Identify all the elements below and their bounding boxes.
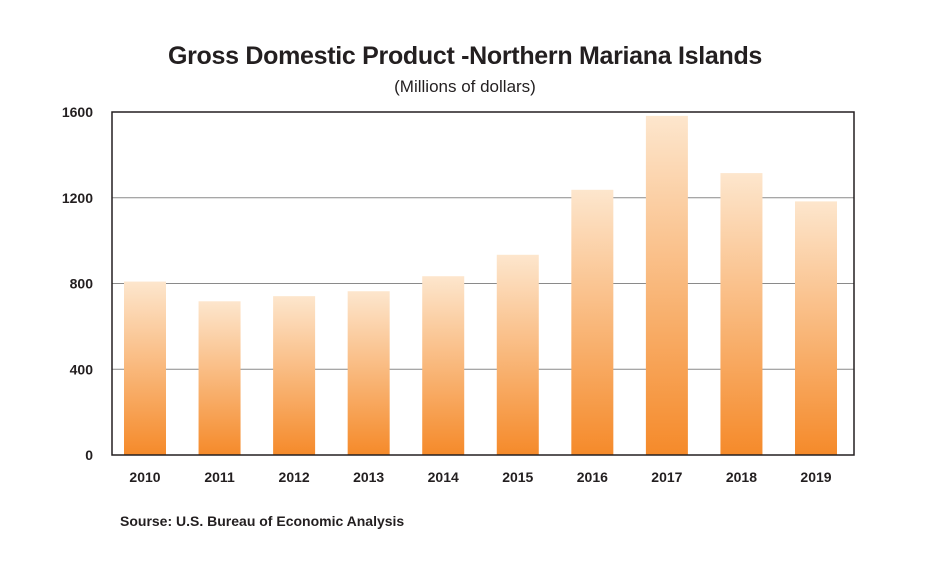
bar-2019 [795,201,837,455]
y-tick-label: 400 [70,361,94,377]
x-tick-label: 2018 [726,469,757,485]
bar-2017 [645,115,688,455]
x-axis-ticks: 2010 2011 2012 2013 2014 2015 2016 2017 2018 2019 [129,469,831,485]
x-tick-label: 2010 [129,469,160,485]
plot-frame [111,111,855,456]
x-tick-label: 2017 [651,469,682,485]
x-tick-label: 2014 [428,469,459,485]
y-tick-label: 1600 [62,104,93,120]
bar-2010 [124,281,166,455]
bar-2014 [422,276,465,455]
x-tick-label: 2013 [353,469,384,485]
bars [124,115,837,456]
bar-2016 [571,189,614,456]
bar-2018 [720,173,763,456]
bar-2013 [347,291,390,455]
x-tick-label: 2019 [800,469,831,485]
y-tick-label: 0 [85,447,93,463]
x-tick-label: 2011 [204,469,235,485]
bar-2015 [496,254,539,455]
y-tick-label: 800 [70,276,94,292]
x-tick-label: 2015 [502,469,533,485]
source-note: Sourse: U.S. Bureau of Economic Analysis [120,513,405,529]
chart-subtitle: (Millions of dollars) [394,77,536,96]
chart-title: Gross Domestic Product -Northern Mariana… [167,42,763,70]
x-tick-label: 2012 [279,469,310,485]
bar-2012 [273,296,316,455]
x-tick-label: 2016 [577,469,608,485]
bar-2011 [198,301,241,455]
y-tick-label: 1200 [62,190,93,206]
y-axis-ticks: 0 400 800 1200 1600 [62,104,93,463]
